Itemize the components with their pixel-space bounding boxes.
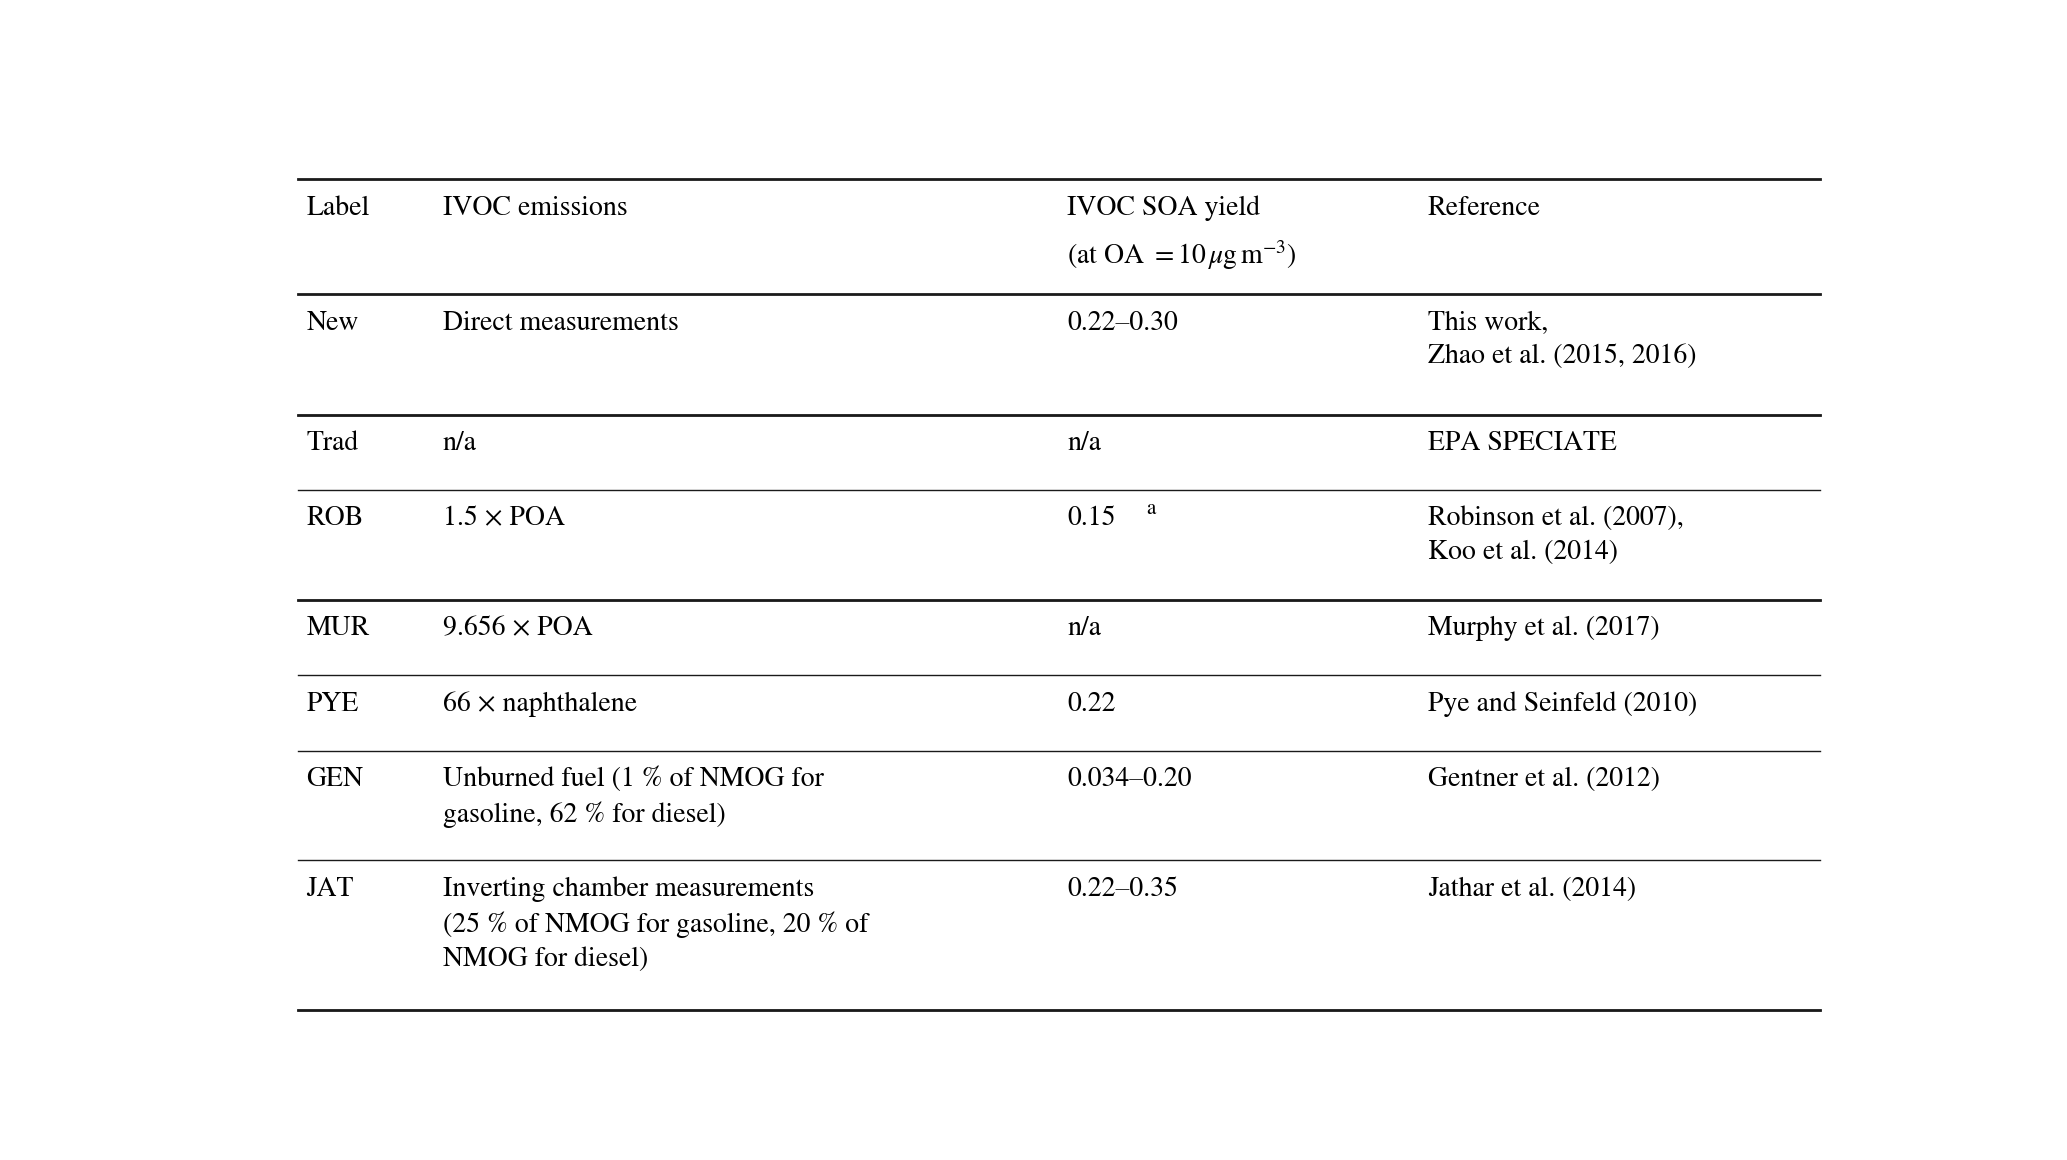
Text: Inverting chamber measurements
(25 % of NMOG for gasoline, 20 % of
NMOG for dies: Inverting chamber measurements (25 % of … [442, 877, 868, 972]
Text: 0.22–0.35: 0.22–0.35 [1067, 877, 1178, 901]
Text: (at OA $= 10\,\mu\mathrm{g\,m^{-3}}$): (at OA $= 10\,\mu\mathrm{g\,m^{-3}}$) [1067, 238, 1296, 273]
Text: MUR: MUR [306, 616, 370, 641]
Text: IVOC emissions: IVOC emissions [442, 196, 626, 220]
Text: Trad: Trad [306, 430, 360, 456]
Text: n/a: n/a [442, 430, 477, 456]
Text: Pye and Seinfeld (2010): Pye and Seinfeld (2010) [1428, 691, 1697, 717]
Text: Robinson et al. (2007),
Koo et al. (2014): Robinson et al. (2007), Koo et al. (2014… [1428, 506, 1683, 565]
Text: GEN: GEN [306, 767, 364, 792]
Text: Label: Label [306, 196, 370, 220]
Text: New: New [306, 311, 360, 335]
Text: 0.22: 0.22 [1067, 691, 1116, 717]
Text: 66 × naphthalene: 66 × naphthalene [442, 691, 637, 717]
Text: ROB: ROB [306, 506, 364, 531]
Text: 0.034–0.20: 0.034–0.20 [1067, 767, 1193, 792]
Text: This work,
Zhao et al. (2015, 2016): This work, Zhao et al. (2015, 2016) [1428, 311, 1697, 369]
Text: JAT: JAT [306, 877, 353, 901]
Text: Jathar et al. (2014): Jathar et al. (2014) [1428, 877, 1635, 901]
Text: 0.22–0.30: 0.22–0.30 [1067, 311, 1178, 335]
Text: Unburned fuel (1 % of NMOG for
gasoline, 62 % for diesel): Unburned fuel (1 % of NMOG for gasoline,… [442, 767, 823, 828]
Text: PYE: PYE [306, 691, 360, 717]
Text: 1.5 × POA: 1.5 × POA [442, 506, 564, 531]
Text: EPA SPECIATE: EPA SPECIATE [1428, 430, 1616, 456]
Text: Direct measurements: Direct measurements [442, 311, 678, 335]
Text: 9.656 × POA: 9.656 × POA [442, 616, 593, 641]
Text: Murphy et al. (2017): Murphy et al. (2017) [1428, 616, 1660, 641]
Text: Reference: Reference [1428, 196, 1540, 220]
Text: Gentner et al. (2012): Gentner et al. (2012) [1428, 767, 1660, 792]
Text: IVOC SOA yield: IVOC SOA yield [1067, 196, 1261, 222]
Text: 0.15: 0.15 [1067, 506, 1116, 531]
Text: a: a [1145, 499, 1155, 519]
Text: n/a: n/a [1067, 430, 1102, 456]
Text: n/a: n/a [1067, 616, 1102, 641]
